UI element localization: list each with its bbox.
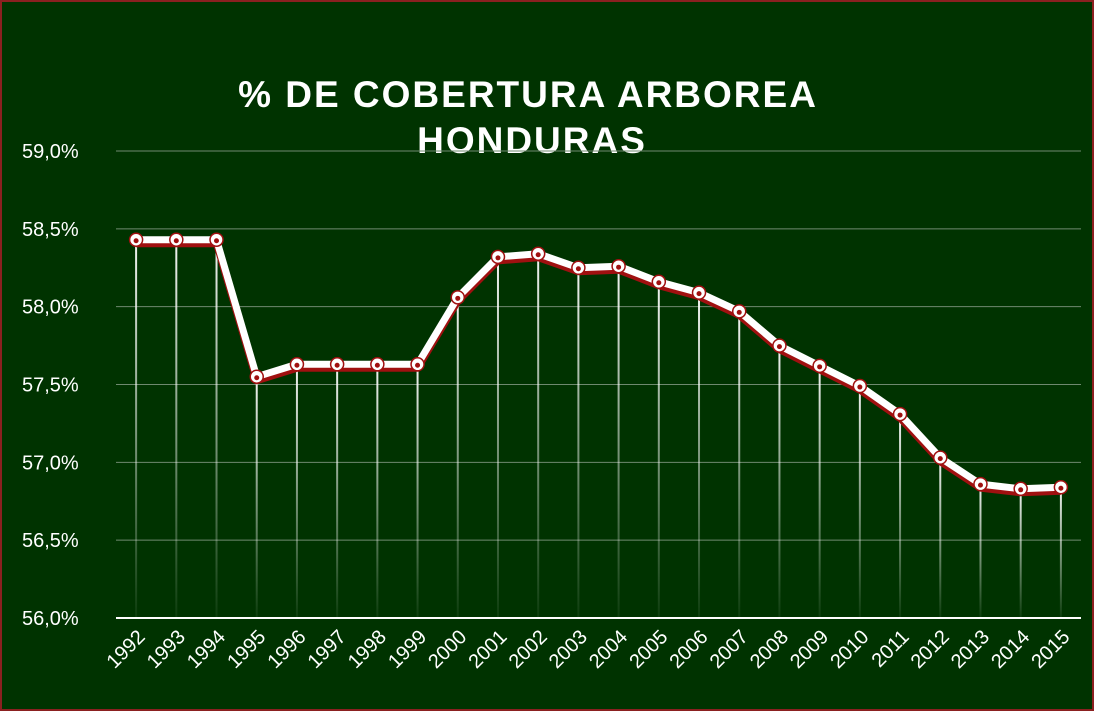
drop-line xyxy=(858,386,861,618)
drop-line xyxy=(175,239,178,619)
chart-title: % DE COBERTURA ARBOREA xyxy=(238,74,818,115)
drop-line xyxy=(1019,488,1022,618)
y-tick-label: 58,5% xyxy=(22,219,79,241)
y-tick-label: 59,0% xyxy=(22,141,79,163)
drop-line xyxy=(617,266,620,618)
drop-line xyxy=(778,345,781,618)
marker-dot xyxy=(937,456,943,462)
marker-dot xyxy=(616,264,622,270)
marker-dot xyxy=(133,238,139,244)
marker-dot xyxy=(455,295,461,301)
drop-line xyxy=(657,281,660,618)
marker-dot xyxy=(817,364,823,370)
marker-dot xyxy=(1018,487,1024,493)
marker-dot xyxy=(334,362,340,368)
marker-dot xyxy=(776,344,782,350)
marker-dot xyxy=(173,238,179,244)
drop-line xyxy=(738,311,741,618)
y-tick-label: 58,0% xyxy=(22,297,79,319)
drop-line xyxy=(376,364,379,618)
drop-line xyxy=(537,253,540,619)
drop-line xyxy=(1059,487,1062,618)
y-tick-label: 56,0% xyxy=(22,608,79,630)
drop-line xyxy=(255,376,258,618)
drop-line xyxy=(456,297,459,618)
y-tick-label: 57,5% xyxy=(22,375,79,397)
marker-dot xyxy=(696,291,702,297)
y-tick-label: 57,0% xyxy=(22,452,79,474)
marker-dot xyxy=(214,238,220,244)
chart-title: HONDURAS xyxy=(417,120,647,161)
marker-dot xyxy=(575,266,581,272)
drop-line xyxy=(939,457,942,618)
marker-dot xyxy=(1058,485,1064,491)
drop-line xyxy=(295,364,298,618)
drop-line xyxy=(698,292,701,618)
drop-line xyxy=(899,414,902,618)
drop-line xyxy=(135,239,138,619)
drop-line xyxy=(818,365,821,618)
drop-line xyxy=(416,364,419,618)
drop-line xyxy=(496,256,499,618)
marker-dot xyxy=(294,362,300,368)
marker-dot xyxy=(254,375,260,381)
marker-dot xyxy=(897,412,903,418)
drop-line xyxy=(979,484,982,618)
marker-dot xyxy=(977,482,983,488)
marker-dot xyxy=(857,384,863,390)
marker-dot xyxy=(535,252,541,258)
marker-dot xyxy=(374,362,380,368)
drop-line xyxy=(336,364,339,618)
drop-line xyxy=(215,239,218,619)
marker-dot xyxy=(495,255,501,261)
y-tick-label: 56,5% xyxy=(22,530,79,552)
marker-dot xyxy=(656,280,662,286)
drop-line xyxy=(577,267,580,618)
marker-dot xyxy=(736,309,742,315)
marker-dot xyxy=(415,362,421,368)
